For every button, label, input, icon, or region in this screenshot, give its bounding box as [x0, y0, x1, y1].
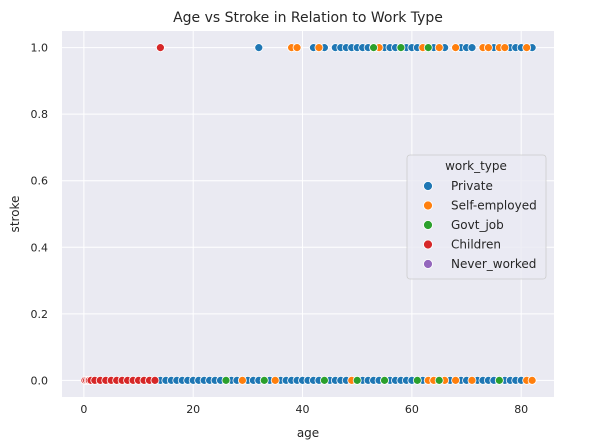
point-govt-job — [494, 375, 504, 385]
point-self-employed — [434, 43, 444, 53]
point-self-employed — [527, 375, 537, 385]
point-govt-job — [434, 375, 444, 385]
legend-item-children: Children — [423, 238, 501, 252]
y-tick-label: 0.6 — [31, 175, 49, 188]
x-tick-label: 0 — [80, 403, 87, 416]
y-tick-label: 1.0 — [31, 42, 49, 55]
point-self-employed — [292, 43, 302, 53]
x-tick-label: 20 — [186, 403, 200, 416]
legend-label: Never_worked — [451, 257, 536, 271]
point-govt-job — [221, 375, 231, 385]
point-self-employed — [237, 375, 247, 385]
point-self-employed — [467, 375, 477, 385]
point-govt-job — [380, 375, 389, 385]
y-tick-labels: 0.0 0.2 0.4 0.6 0.8 1.0 — [31, 42, 49, 388]
legend-item-private: Private — [423, 179, 493, 193]
point-children — [155, 43, 165, 53]
legend-marker — [423, 220, 433, 230]
legend-marker — [423, 181, 433, 191]
y-tick-label: 0.2 — [31, 308, 49, 321]
legend-label: Children — [451, 238, 501, 252]
legend-marker — [423, 259, 433, 269]
point-govt-job — [423, 43, 433, 53]
point-govt-job — [352, 375, 362, 385]
point-private — [467, 43, 477, 53]
point-self-employed — [314, 43, 324, 53]
y-tick-label: 0.0 — [31, 374, 49, 387]
point-self-employed — [522, 43, 532, 53]
x-tick-label: 60 — [405, 403, 419, 416]
point-self-employed — [451, 375, 461, 385]
x-axis-label: age — [297, 426, 319, 440]
legend-label: Private — [451, 179, 493, 193]
data-points — [80, 43, 537, 385]
legend-item-govt-job: Govt_job — [423, 218, 504, 232]
legend-box — [406, 154, 547, 280]
y-tick-label: 0.4 — [31, 241, 49, 254]
legend-marker — [423, 239, 433, 250]
point-govt-job — [259, 375, 269, 385]
point-govt-job — [396, 43, 406, 53]
y-axis-label: stroke — [8, 196, 22, 233]
legend-item-self-employed: Self-employed — [423, 199, 537, 213]
x-tick-label: 40 — [296, 403, 310, 416]
point-children — [150, 375, 160, 385]
point-govt-job — [319, 375, 329, 385]
legend-item-never-worked: Never_worked — [423, 257, 536, 271]
legend-label: Self-employed — [451, 199, 537, 213]
legend-items: Private Self-employed Govt_job Children Neve… — [423, 179, 537, 271]
x-tick-label: 80 — [514, 403, 528, 416]
point-self-employed — [270, 375, 280, 385]
y-tick-label: 0.8 — [31, 108, 49, 121]
point-govt-job — [412, 375, 422, 385]
legend: work_type Private Self-employed Govt_job Ch… — [406, 154, 547, 280]
point-private — [254, 43, 264, 53]
legend-marker — [423, 200, 433, 211]
legend-label: Govt_job — [451, 218, 504, 232]
point-self-employed — [483, 43, 493, 53]
x-tick-labels: 0 20 40 60 80 — [80, 403, 528, 416]
legend-title: work_type — [445, 159, 507, 173]
point-self-employed — [500, 43, 510, 53]
point-self-employed — [451, 43, 461, 53]
point-govt-job — [369, 43, 379, 53]
chart-title: Age vs Stroke in Relation to Work Type — [173, 10, 443, 26]
